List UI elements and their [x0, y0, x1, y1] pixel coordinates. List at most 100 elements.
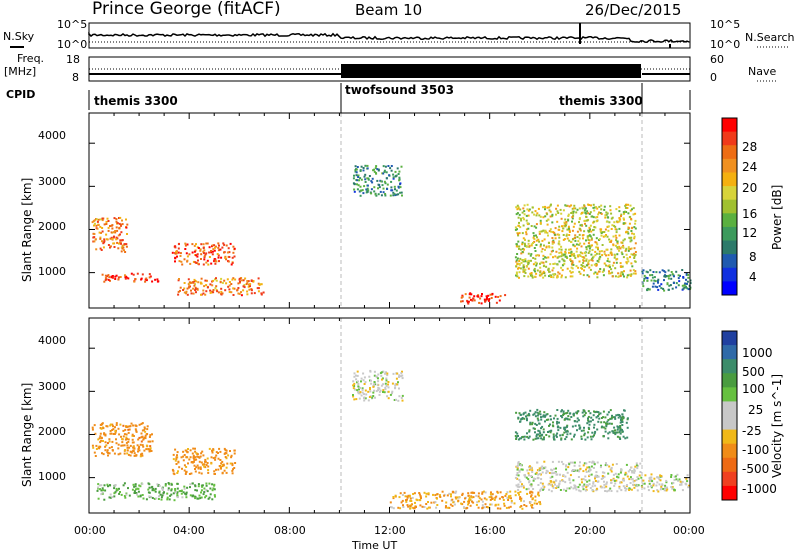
data-cell — [204, 466, 207, 469]
data-cell — [207, 497, 210, 500]
data-cell — [582, 470, 585, 473]
data-cell — [563, 253, 566, 256]
data-cell — [606, 420, 609, 423]
data-cell — [202, 493, 205, 496]
data-cell — [212, 248, 215, 251]
data-cell — [599, 466, 602, 469]
data-cell — [525, 476, 528, 479]
data-cell — [142, 438, 145, 441]
data-cell — [503, 504, 506, 507]
data-cell — [379, 372, 382, 375]
data-cell — [247, 285, 250, 288]
data-cell — [111, 238, 114, 240]
data-cell — [183, 469, 186, 472]
data-cell — [227, 454, 230, 457]
data-cell — [599, 255, 602, 258]
radar-title: Prince George (fitACF) — [92, 0, 281, 19]
data-cell — [192, 260, 195, 263]
data-cell — [546, 213, 549, 216]
data-cell — [211, 489, 214, 492]
data-cell — [188, 282, 191, 285]
data-cell — [523, 213, 526, 216]
data-cell — [571, 217, 574, 220]
data-cell — [553, 262, 556, 265]
data-cell — [634, 222, 637, 225]
data-cell — [537, 493, 539, 496]
data-cell — [618, 415, 621, 418]
data-cell — [203, 491, 206, 494]
data-cell — [547, 234, 549, 237]
data-cell — [100, 427, 103, 430]
data-cell — [579, 251, 582, 254]
data-cell — [540, 230, 543, 233]
data-cell — [485, 295, 488, 298]
data-cell — [565, 489, 568, 492]
data-cell — [376, 179, 379, 182]
data-cell — [228, 288, 231, 291]
data-cell — [100, 232, 102, 234]
data-cell — [538, 214, 541, 217]
data-cell — [516, 275, 519, 278]
data-cell — [472, 496, 475, 499]
data-cell — [621, 416, 624, 419]
x-tick: 12:00 — [374, 524, 406, 537]
data-cell — [493, 498, 496, 501]
data-cell — [520, 437, 523, 440]
data-cell — [489, 503, 492, 506]
velocity-colorbar-segment — [722, 471, 737, 487]
data-cell — [542, 415, 545, 418]
data-cell — [131, 488, 134, 491]
data-cell — [599, 268, 602, 270]
data-cell — [550, 250, 553, 253]
data-cell — [522, 264, 525, 267]
data-cell — [205, 252, 208, 255]
data-cell — [113, 452, 116, 455]
data-cell — [115, 220, 118, 223]
data-cell — [566, 237, 569, 240]
data-cell — [535, 435, 538, 438]
data-cell — [579, 224, 582, 227]
data-cell — [529, 421, 532, 424]
data-cell — [617, 473, 620, 476]
data-cell — [147, 482, 150, 485]
data-cell — [668, 284, 671, 287]
data-cell — [607, 257, 609, 260]
data-cell — [592, 255, 595, 258]
data-cell — [119, 233, 121, 236]
data-cell — [353, 382, 356, 385]
data-cell — [412, 493, 415, 495]
data-cell — [138, 449, 141, 452]
data-cell — [211, 483, 214, 486]
data-cell — [129, 454, 132, 457]
data-cell — [360, 165, 363, 168]
data-cell — [131, 433, 134, 436]
data-cell — [213, 249, 216, 252]
data-cell — [109, 432, 112, 435]
data-cell — [585, 259, 588, 262]
data-cell — [541, 482, 544, 485]
data-cell — [534, 472, 537, 475]
data-cell — [112, 433, 115, 435]
data-cell — [549, 210, 552, 213]
data-cell — [454, 496, 457, 499]
data-cell — [625, 463, 628, 466]
data-cell — [524, 474, 526, 477]
data-cell — [370, 180, 373, 183]
data-cell — [592, 206, 595, 209]
y-tick: 4000 — [38, 334, 66, 347]
data-cell — [252, 280, 255, 283]
data-cell — [125, 243, 128, 246]
data-cell — [607, 225, 610, 228]
data-cell — [498, 497, 501, 500]
data-cell — [377, 187, 379, 190]
data-cell — [610, 228, 613, 230]
data-cell — [687, 276, 690, 279]
data-cell — [558, 225, 561, 228]
data-cell — [119, 423, 122, 426]
data-cell — [589, 228, 591, 231]
data-cell — [536, 502, 538, 505]
velocity-tick: -25 — [742, 424, 762, 438]
data-cell — [257, 287, 260, 290]
data-cell — [634, 260, 637, 263]
data-cell — [649, 274, 652, 277]
